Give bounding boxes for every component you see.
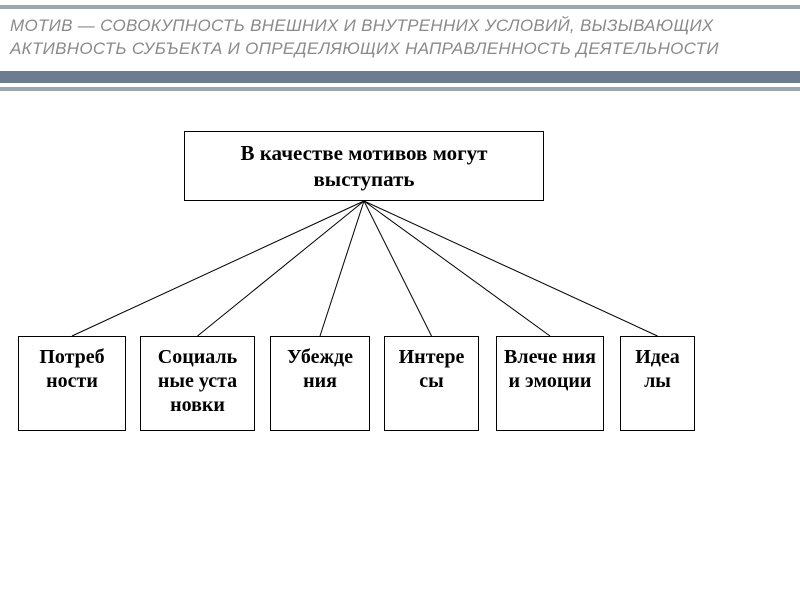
connector-line	[364, 201, 432, 336]
child-node-label: Интере сы	[389, 345, 474, 393]
child-node: Убежде ния	[270, 336, 370, 431]
connector-line	[364, 201, 658, 336]
child-node-label: Идеа лы	[625, 345, 690, 393]
header-section: МОТИВ — СОВОКУПНОСТЬ ВНЕШНИХ И ВНУТРЕННИ…	[0, 0, 800, 91]
child-node-label: Убежде ния	[275, 345, 365, 393]
child-node-label: Влече ния и эмоции	[501, 345, 599, 393]
child-node: Влече ния и эмоции	[496, 336, 604, 431]
root-node-label: В качестве мотивов могут выступать	[197, 140, 531, 193]
child-node: Идеа лы	[620, 336, 695, 431]
header-rule-thick	[0, 71, 800, 83]
child-node-label: Социаль ные уста новки	[145, 345, 250, 417]
child-node-label: Потреб ности	[23, 345, 121, 393]
child-node: Социаль ные уста новки	[140, 336, 255, 431]
child-node: Потреб ности	[18, 336, 126, 431]
root-node: В качестве мотивов могут выступать	[184, 131, 544, 201]
connector-line	[72, 201, 364, 336]
connector-line	[198, 201, 365, 336]
header-title: МОТИВ — СОВОКУПНОСТЬ ВНЕШНИХ И ВНУТРЕННИ…	[0, 11, 800, 69]
header-rule-top	[0, 5, 800, 9]
connector-line	[320, 201, 364, 336]
connector-line	[364, 201, 550, 336]
child-node: Интере сы	[384, 336, 479, 431]
diagram-area: В качестве мотивов могут выступать Потре…	[0, 91, 800, 551]
